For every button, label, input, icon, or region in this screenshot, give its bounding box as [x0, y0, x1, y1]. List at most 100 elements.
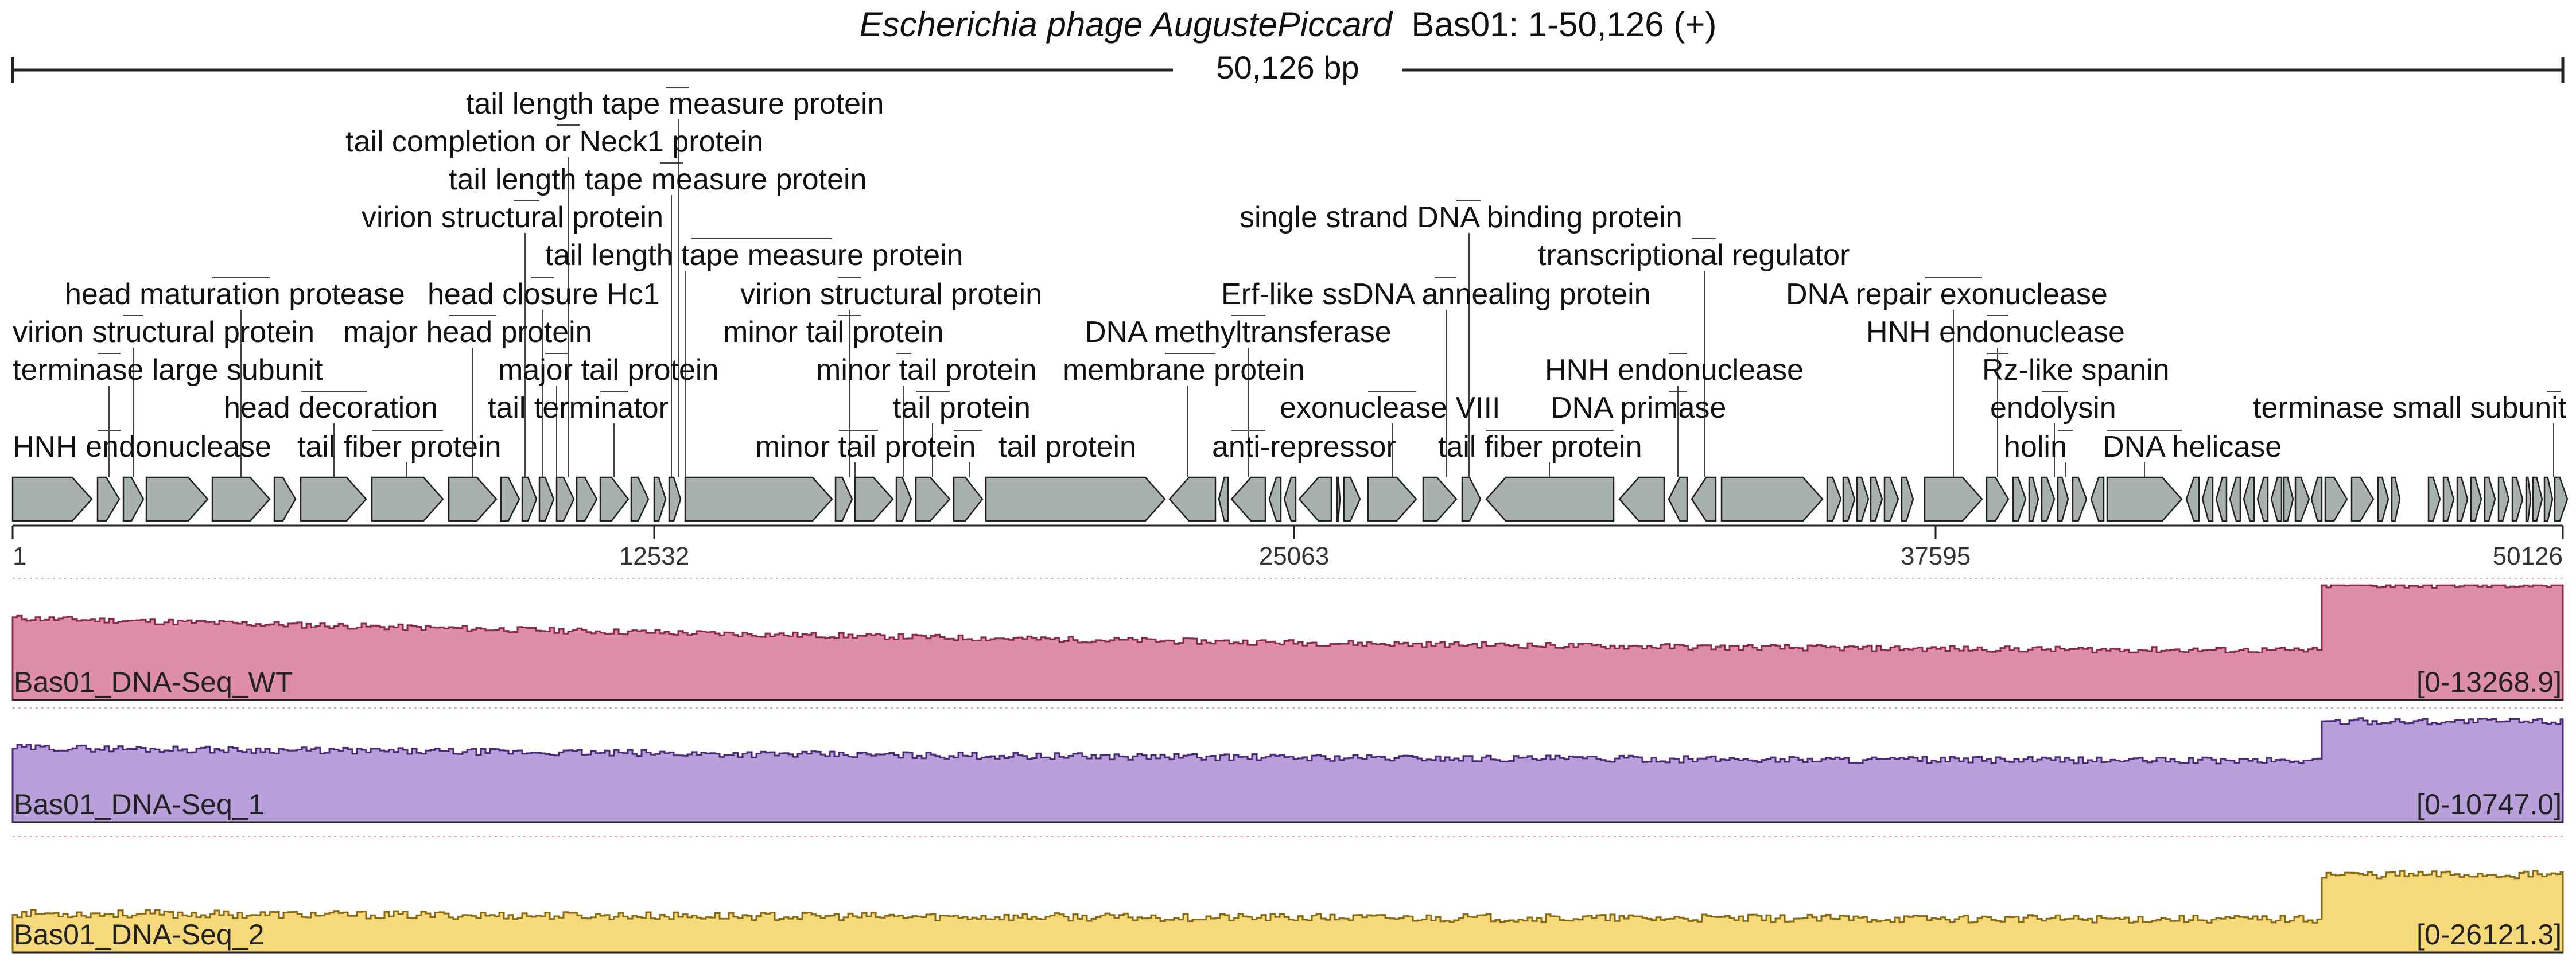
gene-arrow[interactable] — [668, 476, 682, 522]
gene-label[interactable]: single strand DNA binding protein — [1240, 201, 1683, 234]
gene-arrow[interactable] — [1720, 476, 1824, 522]
gene-arrow[interactable] — [1924, 476, 1983, 522]
gene-arrow[interactable] — [2185, 476, 2200, 522]
gene-arrow[interactable] — [122, 476, 145, 522]
gene-arrow[interactable] — [834, 476, 853, 522]
gene-arrow[interactable] — [599, 476, 630, 522]
gene-label[interactable]: holin — [2004, 430, 2067, 464]
gene-label[interactable]: membrane protein — [1063, 353, 1305, 387]
gene-arrow[interactable] — [1485, 476, 1615, 522]
gene-label[interactable]: head maturation protease — [65, 278, 405, 311]
gene-arrow[interactable] — [854, 476, 894, 522]
gene-label[interactable]: minor tail protein — [755, 430, 976, 464]
gene-arrow[interactable] — [653, 476, 667, 522]
gene-label[interactable]: tail length tape measure protein — [545, 239, 963, 272]
gene-arrow[interactable] — [2511, 476, 2524, 522]
gene-label[interactable]: tail length tape measure protein — [466, 87, 884, 120]
gene-arrow[interactable] — [538, 476, 555, 522]
gene-arrow[interactable] — [2106, 476, 2183, 522]
gene-label[interactable]: tail completion or Neck1 protein — [345, 125, 763, 158]
gene-arrow[interactable] — [1618, 476, 1665, 522]
gene-arrow[interactable] — [2470, 476, 2482, 522]
gene-arrow[interactable] — [1343, 476, 1361, 522]
gene-label[interactable]: HNH endonuclease — [1545, 353, 1804, 387]
gene-arrow[interactable] — [2090, 476, 2105, 522]
gene-arrow[interactable] — [2215, 476, 2228, 522]
gene-arrow[interactable] — [2283, 476, 2294, 522]
gene-arrow[interactable] — [2201, 476, 2214, 522]
gene-arrow[interactable] — [448, 476, 498, 522]
gene-arrow[interactable] — [555, 476, 575, 522]
gene-arrow[interactable] — [1986, 476, 2010, 522]
gene-arrow[interactable] — [2270, 476, 2283, 522]
gene-label[interactable]: DNA repair exonuclease — [1786, 278, 2108, 311]
gene-arrow[interactable] — [2324, 476, 2348, 522]
gene-arrow[interactable] — [630, 476, 650, 522]
gene-arrow[interactable] — [2041, 476, 2056, 522]
gene-arrow[interactable] — [1883, 476, 1899, 522]
gene-label[interactable]: Rz-like spanin — [1982, 353, 2170, 387]
gene-arrow[interactable] — [1168, 476, 1217, 522]
gene-label[interactable]: DNA primase — [1551, 391, 1726, 425]
gene-arrow[interactable] — [371, 476, 444, 522]
gene-arrow[interactable] — [2497, 476, 2510, 522]
gene-label[interactable]: terminase small subunit — [2253, 391, 2567, 425]
gene-arrow[interactable] — [1298, 476, 1332, 522]
gene-arrow[interactable] — [211, 476, 271, 522]
gene-label[interactable]: transcriptional regulator — [1538, 239, 1850, 272]
gene-arrow[interactable] — [2543, 476, 2554, 522]
gene-arrow[interactable] — [2294, 476, 2310, 522]
gene-label[interactable]: tail terminator — [488, 391, 669, 425]
gene-label[interactable]: DNA helicase — [2103, 430, 2282, 464]
gene-arrow[interactable] — [2427, 476, 2441, 522]
gene-arrow[interactable] — [895, 476, 912, 522]
gene-arrow[interactable] — [2391, 476, 2401, 522]
gene-arrow[interactable] — [2229, 476, 2241, 522]
gene-arrow[interactable] — [684, 476, 833, 522]
gene-arrow[interactable] — [2256, 476, 2269, 522]
gene-arrow[interactable] — [1691, 476, 1717, 522]
gene-label[interactable]: virion structural protein — [740, 278, 1042, 311]
gene-label[interactable]: minor tail protein — [816, 353, 1036, 387]
gene-label[interactable]: major head protein — [343, 316, 592, 349]
gene-label[interactable]: anti-repressor — [1212, 430, 1396, 464]
gene-arrow[interactable] — [1856, 476, 1870, 522]
gene-arrow[interactable] — [1283, 476, 1297, 522]
gene-arrow[interactable] — [1268, 476, 1282, 522]
gene-arrow[interactable] — [145, 476, 209, 522]
gene-arrow[interactable] — [2057, 476, 2069, 522]
gene-arrow[interactable] — [2028, 476, 2039, 522]
gene-label[interactable]: head decoration — [224, 391, 438, 425]
gene-arrow[interactable] — [300, 476, 367, 522]
gene-arrow[interactable] — [2012, 476, 2027, 522]
gene-arrow[interactable] — [1461, 476, 1482, 522]
gene-arrow[interactable] — [96, 476, 121, 522]
gene-label[interactable]: major tail protein — [498, 353, 718, 387]
gene-label[interactable]: tail fiber protein — [297, 430, 502, 464]
gene-arrow[interactable] — [576, 476, 598, 522]
gene-arrow[interactable] — [1367, 476, 1417, 522]
gene-label[interactable]: Erf-like ssDNA annealing protein — [1221, 278, 1651, 311]
gene-label[interactable]: tail fiber protein — [1438, 430, 1642, 464]
gene-label[interactable]: endolysin — [1990, 391, 2116, 425]
gene-arrow[interactable] — [1901, 476, 1914, 522]
gene-arrow[interactable] — [1230, 476, 1266, 522]
gene-arrow[interactable] — [2072, 476, 2088, 522]
gene-label[interactable]: head closure Hc1 — [428, 278, 660, 311]
gene-label[interactable]: tail protein — [893, 391, 1031, 425]
gene-arrow[interactable] — [1842, 476, 1856, 522]
gene-arrow[interactable] — [2484, 476, 2496, 522]
gene-arrow[interactable] — [1668, 476, 1688, 522]
gene-label[interactable]: exonuclease VIII — [1280, 391, 1500, 425]
gene-label[interactable]: tail protein — [998, 430, 1136, 464]
gene-arrow[interactable] — [2532, 476, 2543, 522]
gene-label[interactable]: virion structural protein — [13, 316, 314, 349]
gene-arrow[interactable] — [273, 476, 297, 522]
gene-label[interactable]: tail length tape measure protein — [449, 163, 867, 196]
gene-arrow[interactable] — [2310, 476, 2323, 522]
gene-arrow[interactable] — [915, 476, 951, 522]
gene-arrow[interactable] — [985, 476, 1166, 522]
gene-arrow[interactable] — [2377, 476, 2389, 522]
gene-label[interactable]: virion structural protein — [362, 201, 663, 234]
gene-arrow[interactable] — [11, 476, 93, 522]
